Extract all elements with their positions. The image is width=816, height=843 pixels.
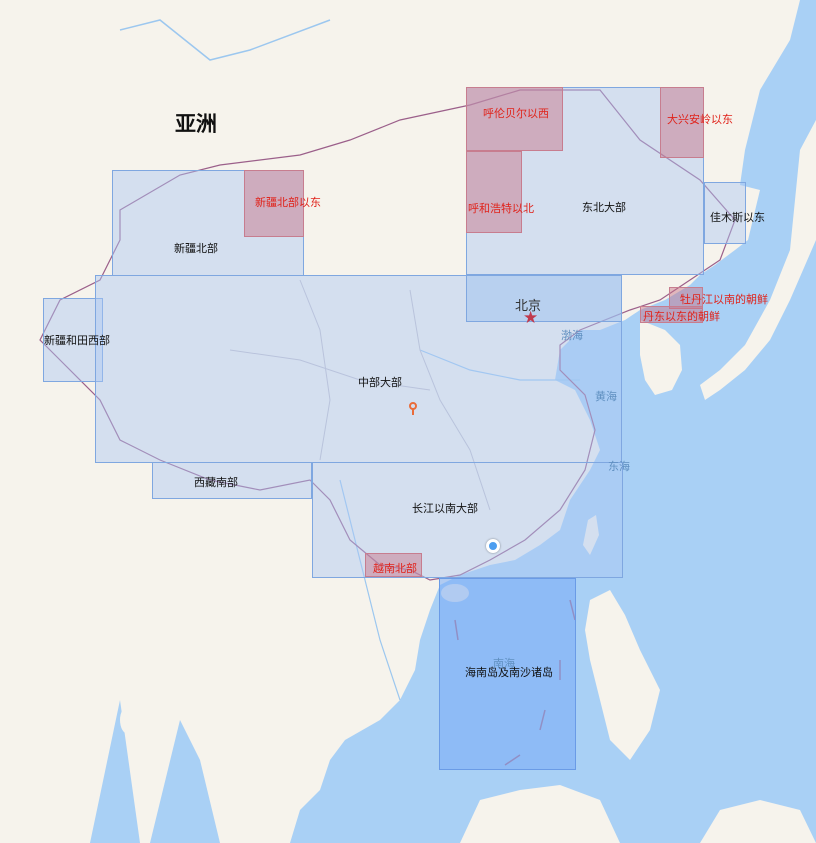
label-asia: 亚洲 [175, 112, 217, 136]
region-hohhot-north[interactable] [466, 151, 522, 233]
region-hainan-nansha[interactable] [439, 578, 576, 770]
region-daxinganling-east[interactable] [660, 87, 704, 158]
region-xinjiang-north-east[interactable] [244, 170, 304, 237]
region-south-of-yangtze[interactable] [312, 462, 623, 578]
region-hulunbuir-west[interactable] [466, 87, 563, 151]
region-tibet-south[interactable] [152, 462, 312, 499]
region-mudanjiang-korea[interactable] [669, 287, 703, 309]
region-central[interactable] [95, 275, 622, 463]
label-south-of-yangtze: 长江以南大部 [412, 502, 478, 515]
region-dandong-korea[interactable] [640, 306, 703, 323]
label-bohai: 渤海 [561, 329, 583, 342]
map-pin-tail [412, 409, 414, 415]
label-northeast: 东北大部 [582, 201, 626, 214]
current-location-icon[interactable] [486, 539, 500, 553]
label-xinjiang-north: 新疆北部 [174, 242, 218, 255]
label-xinjiang-hotan-west: 新疆和田西部 [44, 334, 110, 347]
region-northeast[interactable] [466, 87, 704, 275]
capital-star-icon: ★ [523, 308, 539, 328]
label-yellow-sea: 黄海 [595, 390, 617, 403]
label-capital-beijing: 北京 [515, 299, 542, 314]
label-central: 中部大部 [358, 376, 402, 389]
region-beijing-overlap[interactable] [466, 275, 622, 322]
label-hulunbuir-west: 呼伦贝尔以西 [483, 107, 549, 120]
label-hainan-nansha: 海南岛及南沙诸岛 [465, 666, 553, 679]
label-hohhot-north: 呼和浩特以北 [468, 202, 534, 215]
label-mudanjiang-korea: 牡丹江以南的朝鲜 [680, 293, 768, 306]
label-vietnam-north: 越南北部 [373, 562, 417, 575]
label-east-china-sea: 东海 [608, 460, 630, 473]
label-daxinganling-east: 大兴安岭以东 [667, 113, 733, 126]
label-xinjiang-north-east: 新疆北部以东 [255, 196, 321, 209]
region-vietnam-north[interactable] [365, 553, 422, 577]
label-jiamusi-east: 佳木斯以东 [710, 211, 765, 224]
region-jiamusi-east[interactable] [704, 182, 746, 244]
region-xinjiang-hotan-west[interactable] [43, 298, 103, 382]
label-south-china-sea: 南海 [493, 657, 515, 670]
label-dandong-korea: 丹东以东的朝鲜 [643, 310, 720, 323]
label-tibet-south: 西藏南部 [194, 476, 238, 489]
